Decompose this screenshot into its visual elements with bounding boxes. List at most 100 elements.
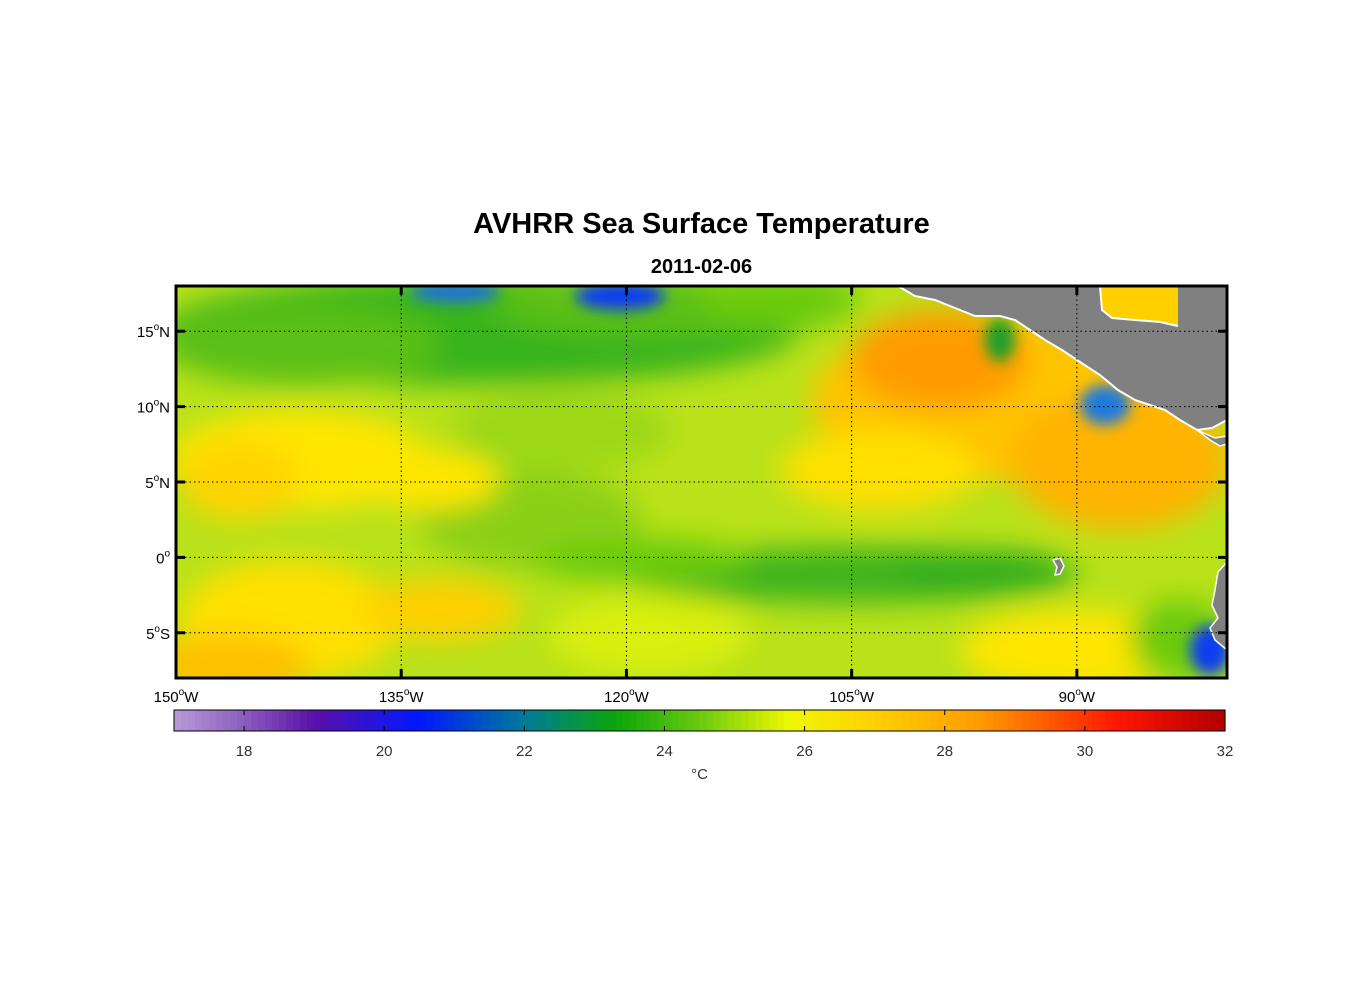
colorbar-swatch xyxy=(629,710,638,731)
colorbar-swatch xyxy=(468,710,476,731)
colorbar-swatch xyxy=(741,710,750,731)
colorbar: 18 20 22 24 26 28 30 32 °C xyxy=(173,709,1233,783)
colorbar-swatch xyxy=(853,710,862,731)
colorbar-swatch xyxy=(489,710,497,731)
colorbar-swatch xyxy=(405,710,413,731)
colorbar-swatch xyxy=(958,710,967,731)
lat-tick-label: 5oS xyxy=(146,624,170,643)
colorbar-swatch xyxy=(321,710,329,731)
colorbar-swatch xyxy=(783,710,792,731)
colorbar-swatch xyxy=(531,710,539,731)
colorbar-swatch xyxy=(1133,710,1142,731)
colorbar-swatch xyxy=(650,710,659,731)
colorbar-swatch xyxy=(349,710,357,731)
colorbar-frame xyxy=(173,709,1226,732)
colorbar-swatch xyxy=(377,710,385,731)
lon-tick-label: 120oW xyxy=(604,687,650,706)
colorbar-swatch xyxy=(202,710,210,731)
colorbar-swatch xyxy=(1112,710,1121,731)
colorbar-swatch xyxy=(300,710,308,731)
colorbar-swatch xyxy=(776,710,785,731)
colorbar-swatch xyxy=(216,710,224,731)
colorbar-swatch xyxy=(860,710,869,731)
colorbar-swatch xyxy=(657,710,666,731)
colorbar-swatch xyxy=(1168,710,1177,731)
land-masses xyxy=(896,286,1227,651)
colorbar-swatch xyxy=(559,710,567,731)
sst-field xyxy=(176,286,1227,678)
colorbar-swatch xyxy=(433,710,441,731)
colorbar-swatch xyxy=(1084,710,1093,731)
colorbar-swatch xyxy=(279,710,287,731)
colorbar-swatch xyxy=(1042,710,1051,731)
colorbar-swatch xyxy=(1091,710,1100,731)
colorbar-swatch xyxy=(769,710,778,731)
colorbar-swatch xyxy=(188,710,196,731)
colorbar-swatch xyxy=(475,710,483,731)
colorbar-swatch xyxy=(1161,710,1170,731)
colorbar-swatch xyxy=(566,710,574,731)
colorbar-tick-label: 18 xyxy=(236,743,253,760)
colorbar-swatch xyxy=(1217,710,1226,731)
colorbar-unit-label: °C xyxy=(691,766,708,783)
colorbar-swatch xyxy=(1189,710,1198,731)
colorbar-swatch xyxy=(265,710,273,731)
chart-subtitle: 2011-02-06 xyxy=(650,256,753,278)
land-central-america xyxy=(896,286,1227,432)
colorbar-swatch xyxy=(391,710,399,731)
colorbar-swatch xyxy=(1007,710,1016,731)
colorbar-swatch xyxy=(1196,710,1205,731)
colorbar-tick-label: 26 xyxy=(796,743,813,760)
colorbar-swatch xyxy=(874,710,883,731)
colorbar-swatch xyxy=(797,710,806,731)
colorbar-swatch xyxy=(1175,710,1184,731)
colorbar-swatch xyxy=(636,710,645,731)
colorbar-swatch xyxy=(804,710,813,731)
colorbar-swatch xyxy=(314,710,322,731)
chart-title: AVHRR Sea Surface Temperature xyxy=(473,208,930,240)
colorbar-swatch xyxy=(1105,710,1114,731)
colorbar-tick-label: 24 xyxy=(656,743,673,760)
colorbar-swatch xyxy=(1147,710,1156,731)
colorbar-swatch xyxy=(622,710,631,731)
colorbar-swatch xyxy=(1203,710,1212,731)
colorbar-swatch xyxy=(923,710,932,731)
colorbar-swatch xyxy=(664,710,673,731)
lat-tick-label: 10oN xyxy=(137,398,170,417)
colorbar-swatch xyxy=(909,710,918,731)
colorbar-swatch xyxy=(951,710,960,731)
colorbar-swatch xyxy=(881,710,890,731)
colorbar-swatch xyxy=(538,710,546,731)
colorbar-swatch xyxy=(972,710,981,731)
colorbar-swatch xyxy=(328,710,336,731)
colorbar-swatch xyxy=(713,710,722,731)
colorbar-swatch xyxy=(587,710,595,731)
colorbar-swatch xyxy=(979,710,988,731)
colorbar-swatch xyxy=(524,710,532,731)
colorbar-tick-label: 22 xyxy=(516,743,533,760)
colorbar-swatch xyxy=(601,710,610,731)
lon-tick-label: 135oW xyxy=(379,687,425,706)
colorbar-swatch xyxy=(503,710,511,731)
colorbar-swatch xyxy=(230,710,238,731)
land-south-america xyxy=(1209,560,1227,651)
land-galapagos xyxy=(1051,557,1065,576)
colorbar-swatch xyxy=(993,710,1002,731)
map-ticks: 150oW 135oW 120oW 105oW 90oW 15oN 10oN 5oN 0o 5oS xyxy=(137,286,1227,706)
colorbar-swatch xyxy=(839,710,848,731)
colorbar-swatch xyxy=(426,710,434,731)
colorbar-swatch xyxy=(342,710,350,731)
colorbar-swatch xyxy=(510,710,518,731)
colorbar-swatch xyxy=(706,710,715,731)
colorbar-swatch xyxy=(1000,710,1009,731)
colorbar-swatch xyxy=(412,710,420,731)
colorbar-swatch xyxy=(1098,710,1107,731)
colorbar-swatch xyxy=(692,710,701,731)
colorbar-swatch xyxy=(454,710,462,731)
colorbar-swatch xyxy=(335,710,343,731)
colorbar-swatch xyxy=(930,710,939,731)
colorbar-swatch xyxy=(258,710,266,731)
colorbar-tick-label: 30 xyxy=(1077,743,1094,760)
colorbar-swatch xyxy=(384,710,392,731)
colorbar-swatch xyxy=(1014,710,1023,731)
